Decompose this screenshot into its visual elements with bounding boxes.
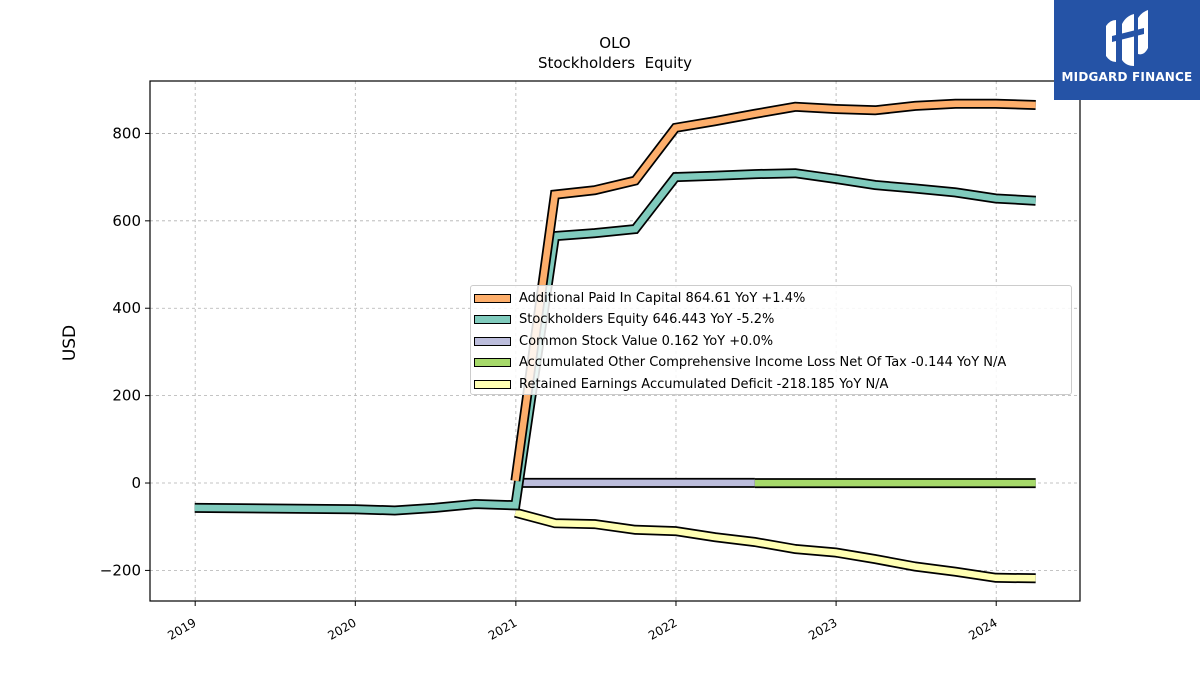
midgard-finance-logo: MIDGARD FINANCE	[1054, 0, 1200, 100]
legend-label: Additional Paid In Capital 864.61 YoY +1…	[519, 290, 806, 306]
y-tick-label: 400	[112, 299, 141, 317]
x-tick-label: 2021	[486, 615, 519, 642]
legend-label: Stockholders Equity 646.443 YoY -5.2%	[519, 312, 775, 327]
legend-swatch	[474, 293, 511, 303]
y-tick-label: 0	[131, 474, 141, 492]
legend-item: Retained Earnings Accumulated Deficit -2…	[471, 374, 888, 394]
chart-subtitle: Stockholders Equity	[538, 54, 692, 72]
legend-item: Additional Paid In Capital 864.61 YoY +1…	[471, 288, 805, 308]
legend-swatch	[474, 336, 511, 346]
legend-item: Accumulated Other Comprehensive Income L…	[471, 353, 1006, 373]
x-tick-label: 2020	[325, 615, 358, 642]
legend-item: Common Stock Value 0.162 YoY +0.0%	[471, 331, 773, 351]
series-line	[194, 168, 1036, 516]
plot-frame	[149, 80, 1081, 602]
series-line-fill	[194, 169, 1036, 514]
y-tick-label: 600	[112, 212, 141, 230]
y-axis-label: USD	[60, 325, 80, 361]
chart-title: OLO	[599, 34, 630, 52]
legend-label: Common Stock Value 0.162 YoY +0.0%	[519, 333, 774, 349]
series-line	[514, 507, 1036, 584]
midgard-logo-icon	[1106, 10, 1148, 66]
legend-label: Retained Earnings Accumulated Deficit -2…	[519, 376, 889, 392]
series-layer	[194, 98, 1036, 584]
chart-legend: Additional Paid In Capital 864.61 YoY +1…	[470, 285, 1072, 395]
y-tick-label: 800	[112, 124, 141, 142]
y-tick-label: 200	[112, 387, 141, 405]
x-tick-label: 2022	[646, 615, 679, 642]
legend-swatch	[474, 379, 511, 389]
series-line-fill	[512, 100, 1036, 482]
x-tick-label: 2024	[966, 615, 999, 642]
series-line	[510, 98, 1036, 482]
x-tick-label: 2019	[165, 615, 198, 642]
legend-label: Accumulated Other Comprehensive Income L…	[519, 355, 1007, 370]
legend-swatch	[474, 315, 511, 324]
x-tick-label: 2023	[806, 615, 839, 642]
series-line-fill	[514, 509, 1036, 582]
logo-text: MIDGARD FINANCE	[1061, 70, 1193, 84]
legend-item: Stockholders Equity 646.443 YoY -5.2%	[471, 310, 774, 330]
legend-swatch	[474, 358, 511, 367]
y-tick-label: −200	[100, 561, 141, 579]
